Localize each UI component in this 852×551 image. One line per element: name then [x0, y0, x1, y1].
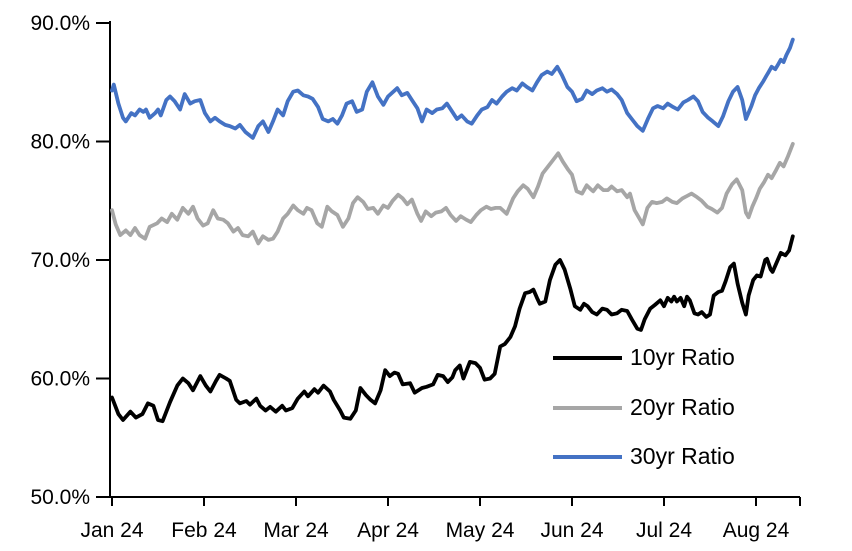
- axis-lines: [109, 21, 800, 498]
- y-tick-label: 60.0%: [30, 368, 90, 391]
- series-line-30yr-ratio: [110, 37, 795, 140]
- axes: 90.0% 80.0% 70.0% 60.0% 50.0% Jan 24 Feb 24 Mar…: [30, 12, 801, 542]
- legend-label-30yr: 30yr Ratio: [630, 443, 735, 469]
- x-tick-label: Feb 24: [171, 519, 237, 542]
- plot-area: [110, 37, 795, 424]
- y-tick-label: 50.0%: [30, 486, 90, 509]
- x-tick-label: May 24: [446, 519, 515, 542]
- legend: 10yr Ratio 20yr Ratio 30yr Ratio: [553, 344, 735, 469]
- x-tick-label: Aug 24: [723, 519, 790, 542]
- x-tick-label: Jan 24: [80, 519, 143, 542]
- series-line-10yr-ratio: [110, 234, 795, 424]
- legend-item-30yr-ratio: 30yr Ratio: [553, 443, 735, 469]
- x-tick-label: Jul 24: [636, 519, 692, 542]
- y-tick-label: 90.0%: [30, 12, 90, 35]
- series-line-20yr-ratio: [110, 141, 795, 246]
- legend-label-20yr: 20yr Ratio: [630, 394, 735, 420]
- y-tick-label: 80.0%: [30, 131, 90, 154]
- x-tick-label: Jun 24: [540, 519, 603, 542]
- legend-item-20yr-ratio: 20yr Ratio: [553, 394, 735, 420]
- x-tick-label: Mar 24: [263, 519, 329, 542]
- x-tick-label: Apr 24: [357, 519, 419, 542]
- y-tick-label: 70.0%: [30, 249, 90, 272]
- legend-label-10yr: 10yr Ratio: [630, 344, 735, 370]
- legend-item-10yr-ratio: 10yr Ratio: [553, 344, 735, 370]
